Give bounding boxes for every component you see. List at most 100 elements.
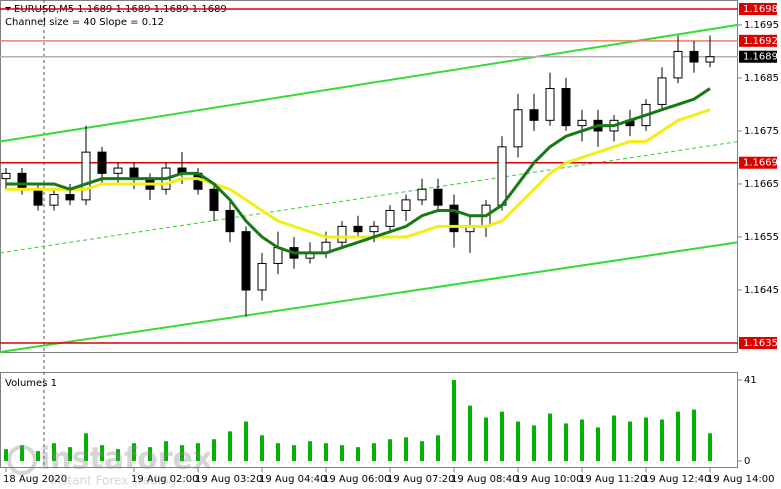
x-tick-label: 19 Aug 03:20 [195, 474, 262, 485]
volume-bar [260, 435, 264, 461]
x-tick-label: 19 Aug 06:00 [323, 474, 390, 485]
candle-body [497, 146, 507, 206]
volume-bar [244, 421, 248, 461]
y-tick-label: 1.1645 [744, 285, 779, 296]
candle-body [81, 151, 91, 201]
watermark-tagline: Instant Forex Trading [50, 474, 176, 488]
volume-bar [4, 449, 8, 461]
volume-bar [292, 445, 296, 461]
volume-bar [340, 445, 344, 461]
candle-body [113, 167, 123, 174]
candle-body [17, 172, 27, 190]
volume-bar [308, 441, 312, 461]
price-level-label: 1.1689 [743, 52, 778, 63]
candle-body [529, 109, 539, 121]
candle-body [65, 194, 75, 201]
volume-bar [580, 419, 584, 461]
candle-body [545, 88, 555, 121]
candle-body [337, 225, 347, 243]
candle-body [209, 188, 219, 211]
candle-body [257, 262, 267, 291]
candle-body [449, 204, 459, 233]
candle-body [129, 167, 139, 180]
y-tick-label: 0 [744, 456, 750, 467]
volume-bar [436, 435, 440, 461]
candle-body [513, 109, 523, 148]
volume-bar [388, 439, 392, 461]
watermark: instaforex Instant Forex Trading [7, 442, 212, 488]
x-tick-label: 19 Aug 11:20 [579, 474, 646, 485]
volume-bar [708, 433, 712, 461]
volume-bar [228, 431, 232, 461]
volume-bar [20, 445, 24, 461]
volume-bar [180, 445, 184, 461]
volume-bar [324, 443, 328, 461]
volume-bar [612, 415, 616, 461]
candle-body [689, 50, 699, 63]
chart-subtitle: Channel size = 40 Slope = 0.12 [5, 17, 164, 28]
volume-bar [548, 413, 552, 461]
volume-bar [628, 421, 632, 461]
candle-body [97, 151, 107, 174]
x-tick-label: 18 Aug 2020 [3, 474, 67, 485]
volume-bar [532, 425, 536, 461]
volume-bar [356, 447, 360, 461]
watermark-brand: instaforex [40, 442, 212, 477]
volume-bar [516, 421, 520, 461]
candle-body [433, 188, 443, 206]
candle-body [385, 209, 395, 227]
volume-bar [36, 451, 40, 461]
volume-panel-border [0, 372, 738, 468]
candle-body [561, 88, 571, 127]
candle-body [225, 209, 235, 233]
candle-body [705, 56, 715, 63]
candle-body [401, 199, 411, 211]
price-level-box [739, 50, 777, 63]
volume-bar [372, 443, 376, 461]
y-tick-label: 1.1695 [744, 20, 779, 31]
x-tick-label: 19 Aug 14:00 [707, 474, 774, 485]
volume-bar [484, 417, 488, 461]
moving-average [6, 87, 711, 255]
volume-bar [564, 423, 568, 461]
price-level-box [739, 336, 777, 349]
price-level-box [739, 34, 777, 47]
volume-bar [116, 449, 120, 461]
y-tick-label: 1.1685 [744, 73, 779, 84]
volume-bar [164, 441, 168, 461]
y-tick-label: 41 [744, 375, 757, 386]
price-level-box [739, 3, 777, 16]
candle-body [49, 194, 59, 206]
volume-bar [644, 417, 648, 461]
volume-bar [404, 437, 408, 461]
channel-line [0, 23, 739, 143]
volume-bar [676, 411, 680, 461]
volume-bar [52, 443, 56, 461]
volume-bar [692, 409, 696, 461]
candle-body [1, 172, 11, 180]
candle-body [577, 119, 587, 127]
channel-line [0, 241, 739, 353]
x-tick-label: 19 Aug 02:00 [131, 474, 198, 485]
candle-body [369, 225, 379, 233]
volume-bar [276, 443, 280, 461]
x-tick-label: 19 Aug 10:00 [515, 474, 582, 485]
volume-bar [148, 447, 152, 461]
x-tick-label: 19 Aug 04:40 [259, 474, 326, 485]
candle-body [657, 77, 667, 105]
y-tick-label: 1.1675 [744, 126, 779, 137]
candle-body [241, 231, 251, 291]
volume-bar [84, 433, 88, 461]
candle-body [417, 188, 427, 201]
candle-body [353, 225, 363, 233]
volume-bar [100, 445, 104, 461]
volume-bar [468, 405, 472, 461]
price-level-label: 1.1669 [743, 158, 778, 169]
moving-average [6, 108, 711, 239]
price-level-label: 1.1692 [743, 36, 778, 47]
price-panel-border [0, 0, 738, 353]
price-level-label: 1.1635 [743, 338, 778, 349]
volume-bar [452, 379, 456, 461]
